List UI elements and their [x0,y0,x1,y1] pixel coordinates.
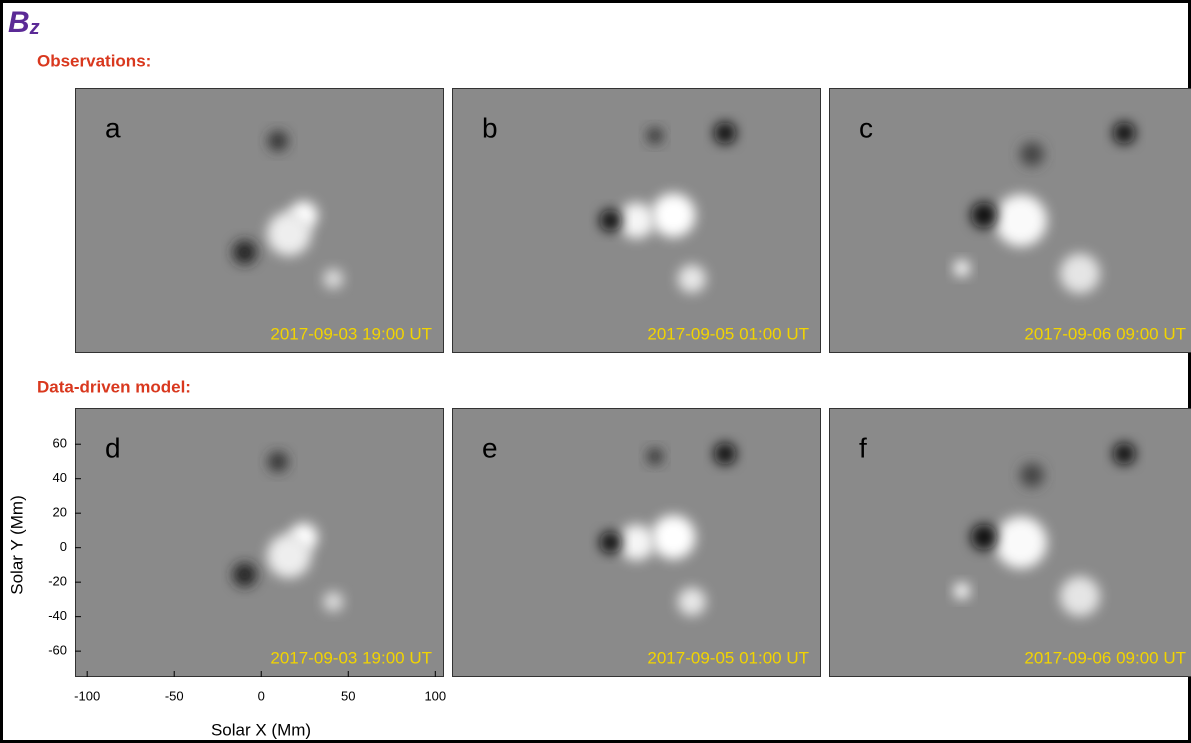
y-axis-label: Solar Y (Mm) [7,495,26,595]
field-patch [651,515,695,559]
panel: e 2017-09-05 01:00 UT [452,408,821,677]
row-label: Observations: [37,51,151,70]
x-tick-label: 0 [258,688,265,703]
field-patch [1113,122,1135,144]
y-tick-label: 40 [53,470,67,485]
field-patch [995,517,1047,569]
panel: b 2017-09-05 01:00 UT [452,88,821,353]
x-tick-label: -50 [165,688,184,703]
field-patch [678,588,706,616]
field-patch [1113,443,1135,465]
title-sub: z [29,17,40,39]
field-patch [647,448,663,464]
panel-letter: c [859,112,873,143]
page: Bz Observations:a2017-09-03 19:00 UTb201… [0,0,1191,743]
panel-letter: d [105,432,121,463]
panel-time: 2017-09-03 19:00 UT [270,648,432,667]
panel-time: 2017-09-03 19:00 UT [270,324,432,343]
y-tick-label: -20 [48,574,67,589]
panel-letter: f [859,432,867,463]
panel-time: 2017-09-06 09:00 UT [1024,648,1186,667]
panel-letter: b [482,112,498,143]
panel: f 2017-09-06 09:00 UT [829,408,1191,677]
row-label: Data-driven model: [37,377,191,396]
field-patch [619,525,655,561]
field-patch [1060,576,1100,616]
x-tick-label: 100 [424,688,446,703]
field-patch [954,260,970,276]
x-axis-label: Solar X (Mm) [211,720,311,739]
field-patch [268,131,288,151]
field-patch [995,195,1047,247]
panel-letter: a [105,112,121,143]
panel-time: 2017-09-06 09:00 UT [1024,324,1186,343]
panel: c 2017-09-06 09:00 UT [829,88,1191,353]
y-tick-label: -40 [48,608,67,623]
y-tick-label: 20 [53,505,67,520]
field-patch [714,443,736,465]
field-patch [651,193,695,237]
y-tick-label: -60 [48,643,67,658]
panel-time: 2017-09-05 01:00 UT [647,648,809,667]
field-patch [233,240,257,264]
field-patch [600,532,622,554]
field-patch [647,128,663,144]
field-patch [971,524,997,550]
field-patch [323,269,343,289]
field-patch [267,534,311,578]
field-patch [600,210,622,232]
panel-image [75,408,444,677]
x-tick-label: -100 [74,688,100,703]
field-patch [678,265,706,293]
field-patch [267,212,311,256]
panel-time: 2017-09-05 01:00 UT [647,324,809,343]
field-patch [1020,463,1044,487]
x-tick-label: 50 [341,688,355,703]
y-tick-label: 0 [60,539,67,554]
title-main: B [8,6,30,39]
y-tick-label: 60 [53,436,67,451]
field-patch [1020,142,1044,166]
field-patch [1060,254,1100,294]
field-patch [971,202,997,228]
field-patch [714,122,736,144]
panel-image [75,88,444,353]
field-patch [323,592,343,612]
field-patch [954,583,970,599]
field-patch [619,203,655,239]
field-patch [268,452,288,472]
field-patch [233,563,257,587]
panel: a 2017-09-03 19:00 UT [75,88,444,353]
panel: d 2017-09-03 19:00 UT [75,408,444,677]
figure: Bz Observations:a2017-09-03 19:00 UTb201… [0,0,1191,743]
panel-letter: e [482,432,498,463]
